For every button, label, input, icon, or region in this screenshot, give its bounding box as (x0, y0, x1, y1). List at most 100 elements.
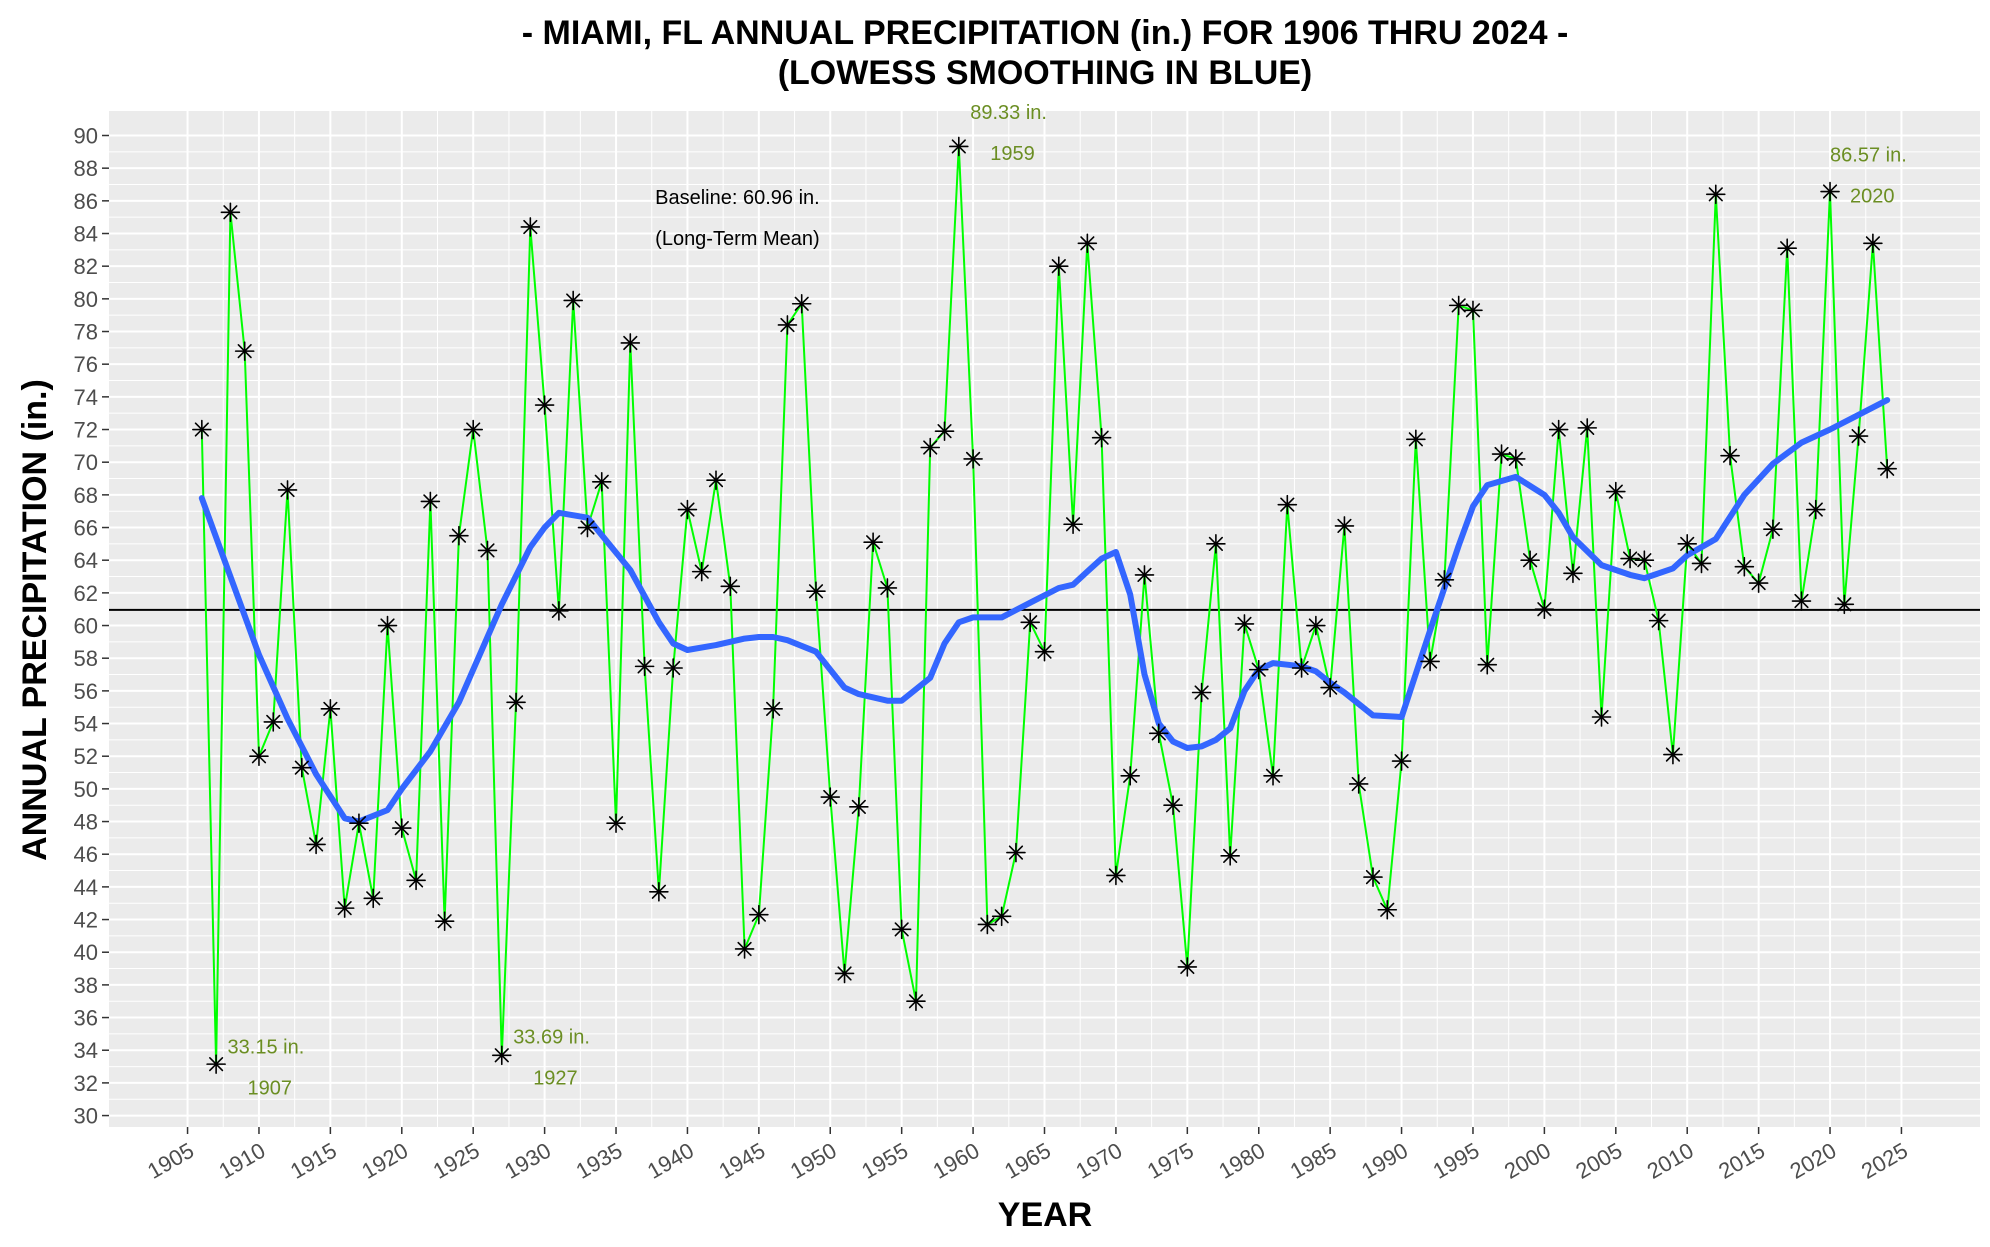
x-tick-label-1930: 1930 (500, 1138, 555, 1184)
y-tick-label-82: 82 (74, 254, 98, 279)
data-point-1976 (1191, 682, 1212, 703)
data-point-2005 (1605, 481, 1626, 502)
x-tick-label-2015: 2015 (1714, 1138, 1769, 1184)
data-point-1911 (263, 712, 284, 732)
data-point-1962 (991, 906, 1012, 927)
data-point-1941 (691, 561, 712, 582)
data-point-1932 (563, 290, 583, 311)
data-point-1908 (220, 202, 241, 223)
x-tick-label-1945: 1945 (714, 1138, 769, 1184)
x-tick-label-1975: 1975 (1143, 1138, 1198, 1184)
annotation-year-1959: 1959 (990, 143, 1035, 165)
data-point-1937 (634, 656, 655, 677)
y-tick-label-38: 38 (74, 973, 98, 998)
y-tick-label-40: 40 (74, 940, 98, 965)
data-point-1963 (1006, 842, 1026, 863)
y-tick-label-90: 90 (74, 124, 98, 149)
data-point-1987 (1348, 774, 1369, 794)
data-point-2009 (1663, 744, 1683, 765)
y-tick-label-66: 66 (74, 516, 98, 541)
data-point-1960 (963, 449, 983, 469)
y-tick-label-72: 72 (74, 418, 98, 443)
x-tick-label-1925: 1925 (429, 1138, 484, 1184)
x-tick-label-1935: 1935 (572, 1138, 627, 1184)
y-tick-label-54: 54 (74, 712, 98, 737)
data-point-2011 (1691, 553, 1712, 574)
y-axis-title: ANNUAL PRECIPITATION (in.) (16, 379, 54, 861)
data-point-1933 (577, 517, 598, 538)
y-tick-label-80: 80 (74, 287, 98, 312)
data-point-1942 (706, 470, 726, 490)
x-tick-label-2000: 2000 (1500, 1138, 1555, 1184)
data-point-1923 (434, 911, 455, 931)
data-point-2002 (1563, 563, 1583, 584)
data-point-1909 (234, 341, 255, 361)
annotation-year-1907: 1907 (248, 1077, 292, 1099)
data-point-1985 (1320, 677, 1340, 698)
y-tick-label-62: 62 (74, 581, 98, 606)
data-point-1949 (806, 581, 826, 602)
data-point-1959 (949, 136, 969, 157)
data-point-1944 (734, 939, 755, 959)
data-point-1918 (363, 888, 384, 909)
chart-title-line1: - MIAMI, FL ANNUAL PRECIPITATION (in.) F… (522, 14, 1569, 52)
grid-lines (109, 111, 1980, 1127)
y-tick-label-52: 52 (74, 744, 98, 769)
data-point-1981 (1263, 766, 1283, 786)
data-point-1958 (934, 421, 955, 441)
data-point-1993 (1434, 569, 1455, 590)
data-point-2004 (1591, 707, 1612, 727)
data-point-1926 (477, 540, 498, 561)
data-point-1978 (1220, 846, 1240, 866)
data-point-1968 (1077, 233, 1098, 254)
data-point-1964 (1020, 612, 1041, 633)
data-point-2008 (1648, 610, 1669, 631)
data-point-2021 (1834, 594, 1855, 615)
data-point-2018 (1791, 591, 1812, 611)
data-point-1914 (306, 834, 326, 855)
x-axis: 1905 1910 1915 1920 1925 1930 1935 1940 1945 1950… (143, 1127, 1912, 1184)
x-tick-label-2005: 2005 (1571, 1138, 1626, 1184)
data-point-1924 (449, 525, 469, 546)
data-point-1966 (1048, 256, 1069, 276)
data-point-2023 (1863, 233, 1883, 254)
data-point-1998 (1506, 449, 1526, 469)
data-point-1910 (249, 746, 269, 767)
data-point-2020 (1820, 181, 1840, 202)
annotation-value-1927: 33.69 in. (513, 1027, 590, 1049)
data-point-2016 (1763, 519, 1783, 539)
data-point-1973 (1148, 723, 1169, 744)
y-tick-label-46: 46 (74, 842, 98, 867)
data-point-1984 (1306, 615, 1326, 636)
data-point-2010 (1677, 534, 1698, 554)
x-tick-label-1960: 1960 (929, 1138, 984, 1184)
data-point-1996 (1477, 654, 1498, 675)
data-point-2000 (1534, 599, 1555, 619)
x-tick-label-1985: 1985 (1286, 1138, 1341, 1184)
data-point-1931 (549, 601, 569, 621)
annotation-value-1959: 89.33 in. (970, 102, 1047, 124)
data-point-1954 (877, 578, 898, 598)
y-tick-label-84: 84 (74, 222, 98, 247)
data-point-1974 (1163, 795, 1183, 816)
data-point-2022 (1848, 426, 1869, 446)
y-tick-label-74: 74 (74, 385, 98, 410)
y-axis: 30 32 34 36 38 40 42 44 46 48 50 52 54 56 58 60 62 64 66 68… (74, 124, 109, 1129)
data-point-1975 (1177, 957, 1198, 977)
data-point-1961 (977, 914, 998, 935)
x-tick-label-2010: 2010 (1643, 1138, 1698, 1184)
baseline-group: Baseline: 60.96 in. (Long-Term Mean) (109, 187, 1980, 611)
x-axis-title: YEAR (998, 1196, 1092, 1234)
y-tick-label-64: 64 (74, 548, 98, 573)
y-tick-label-70: 70 (74, 450, 98, 475)
x-tick-label-1965: 1965 (1000, 1138, 1055, 1184)
annotation-value-1907: 33.15 in. (228, 1036, 305, 1058)
data-point-1989 (1377, 899, 1398, 920)
baseline-sublabel: (Long-Term Mean) (655, 228, 820, 250)
data-point-1938 (649, 881, 669, 902)
y-tick-label-36: 36 (74, 1006, 98, 1031)
data-point-1980 (1248, 659, 1269, 680)
y-tick-label-44: 44 (74, 875, 98, 900)
data-point-1999 (1520, 550, 1540, 570)
data-point-1922 (420, 491, 441, 512)
